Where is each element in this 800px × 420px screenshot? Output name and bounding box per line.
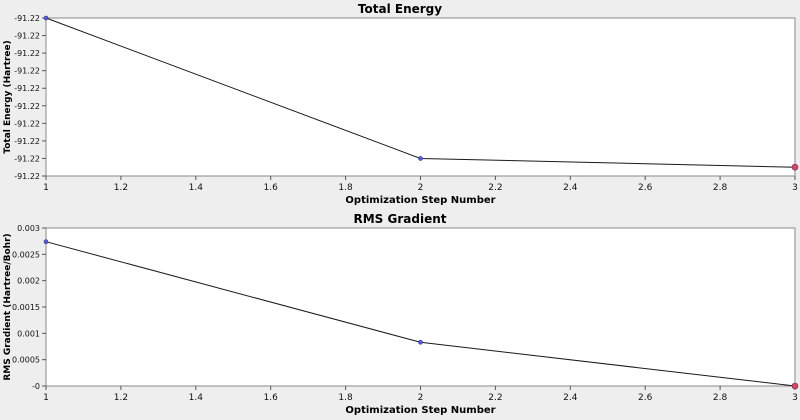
y-tick-label: -91.22 (14, 172, 40, 181)
x-tick-label: 2.8 (713, 393, 728, 403)
x-tick-label: 1.2 (114, 393, 128, 403)
x-tick-label: 2.4 (563, 393, 578, 403)
rms-gradient-chart: RMS Gradient 1 1.2 1.4 1.6 1.8 2 2.2 2.4 2.6 2.8 3… (0, 210, 800, 420)
data-point (43, 15, 49, 21)
x-tick-label: 1 (43, 183, 49, 193)
total-energy-chart: Total Energy 1 1.2 1.4 1.6 1.8 2 2.2 2.4 2.6 2.8 3… (3, 2, 799, 206)
y-tick-label: -91.22 (14, 84, 40, 93)
data-point (418, 339, 423, 345)
chart-title: Total Energy (357, 2, 443, 16)
x-tick-label: 1.8 (338, 393, 353, 403)
x-tick-label: 2 (418, 183, 424, 193)
plot-area (45, 17, 796, 177)
y-axis-label: Total Energy (Hartree) (3, 40, 13, 153)
x-tick-label: 2.8 (713, 183, 728, 193)
x-tick-label: 2.6 (638, 183, 653, 193)
y-tick-label: -91.22 (14, 49, 40, 58)
x-tick-label: 1.8 (338, 183, 353, 193)
y-tick-label: -91.22 (14, 137, 40, 146)
y-tick-label: -91.22 (14, 154, 40, 163)
data-point (418, 156, 423, 161)
data-point (791, 163, 799, 171)
x-axis-label: Optimization Step Number (345, 195, 495, 206)
y-tick-label: 0.0005 (12, 356, 40, 365)
data-point (43, 239, 49, 244)
y-tick-label: 0.0025 (12, 250, 40, 259)
x-tick-label: 2.4 (563, 183, 578, 193)
x-tick-label: 1.6 (264, 393, 279, 403)
plot-area (45, 227, 796, 387)
x-tick-label: 1.2 (114, 183, 128, 193)
total-energy-plot: 1 1.2 1.4 1.6 1.8 2 2.2 2.4 2.6 2.8 3 -91.22 -91.22 -… (3, 14, 799, 206)
rms-gradient-plot: 1 1.2 1.4 1.6 1.8 2 2.2 2.4 2.6 2.8 3 -0 0.0005 0.001… (3, 224, 799, 416)
x-tick-label: 1.6 (264, 183, 279, 193)
x-tick-label: 2.2 (488, 183, 502, 193)
y-tick-label: 0.0015 (12, 303, 40, 312)
chart-title: RMS Gradient (353, 212, 447, 226)
y-tick-label: -91.22 (14, 119, 40, 128)
x-tick-label: 1.4 (189, 393, 204, 403)
x-tick-label: 2.2 (488, 393, 502, 403)
x-tick-label: 1.4 (189, 183, 204, 193)
y-tick-label: 0.001 (17, 329, 40, 338)
data-point (791, 382, 799, 390)
y-tick-label: 0.003 (17, 224, 40, 233)
x-axis-label: Optimization Step Number (345, 405, 495, 416)
y-tick-label: -0 (32, 382, 40, 391)
x-tick-label: 2.6 (638, 393, 653, 403)
x-tick-label: 1 (43, 393, 49, 403)
y-tick-label: -91.22 (14, 67, 40, 76)
y-axis-label: RMS Gradient (Hartree/Bohr) (3, 233, 13, 380)
y-tick-label: -91.22 (14, 102, 40, 111)
x-tick-label: 3 (792, 183, 798, 193)
x-tick-label: 3 (792, 393, 798, 403)
y-tick-label: 0.002 (17, 277, 40, 286)
y-tick-label: -91.22 (14, 32, 40, 41)
y-tick-label: -91.22 (14, 14, 40, 23)
x-tick-label: 2 (418, 393, 424, 403)
